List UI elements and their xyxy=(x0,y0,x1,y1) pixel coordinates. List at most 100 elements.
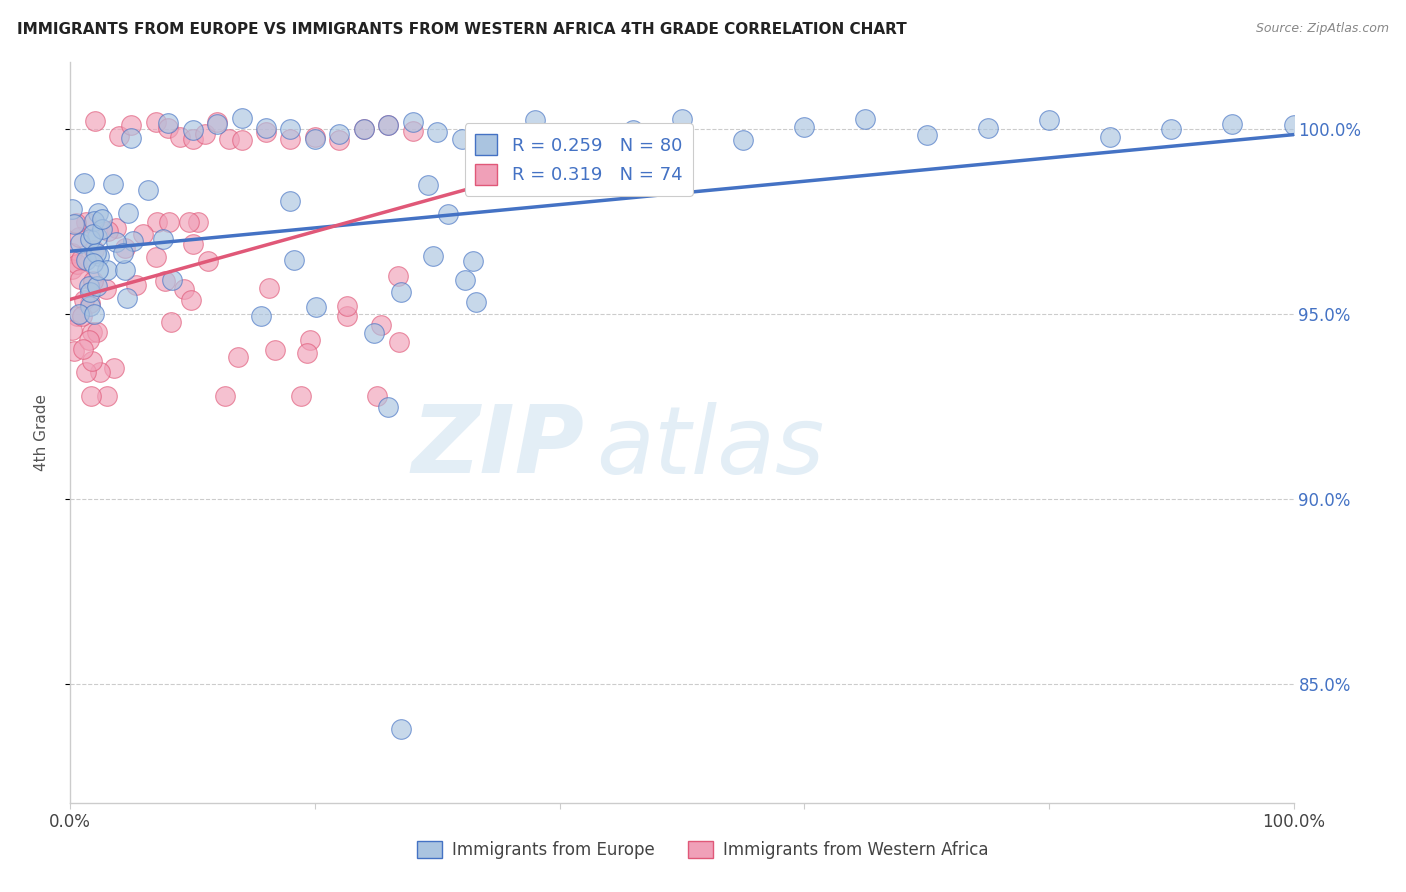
Point xyxy=(108,129,131,144)
Point xyxy=(1038,113,1060,128)
Point xyxy=(91,212,114,227)
Point xyxy=(278,194,301,208)
Point xyxy=(115,291,138,305)
Point xyxy=(114,263,136,277)
Point xyxy=(86,279,108,293)
Point xyxy=(254,125,277,139)
Point xyxy=(96,263,118,277)
Point xyxy=(75,252,97,267)
Point xyxy=(194,127,217,141)
Point xyxy=(205,115,228,129)
Point xyxy=(82,256,104,270)
Point xyxy=(86,230,108,244)
Point xyxy=(389,722,412,736)
Point xyxy=(69,252,91,266)
Point xyxy=(152,231,174,245)
Point xyxy=(733,133,755,147)
Point xyxy=(60,246,83,260)
Point xyxy=(187,214,209,228)
Point xyxy=(153,274,176,288)
Point xyxy=(121,119,143,133)
Point xyxy=(160,315,183,329)
Point xyxy=(103,360,125,375)
Point xyxy=(402,124,425,138)
Point xyxy=(146,214,169,228)
Point xyxy=(181,123,204,137)
Point xyxy=(105,220,128,235)
Point xyxy=(77,333,100,347)
Point xyxy=(328,127,350,141)
Point xyxy=(450,132,472,146)
Point xyxy=(181,132,204,146)
Legend: R = 0.259   N = 80, R = 0.319   N = 74: R = 0.259 N = 80, R = 0.319 N = 74 xyxy=(464,123,693,195)
Point xyxy=(87,206,110,220)
Point xyxy=(304,129,326,144)
Point xyxy=(353,122,375,136)
Text: atlas: atlas xyxy=(596,402,824,493)
Point xyxy=(79,285,101,300)
Point xyxy=(65,216,87,230)
Point xyxy=(121,131,143,145)
Point xyxy=(377,118,399,132)
Point xyxy=(205,117,228,131)
Point xyxy=(336,299,359,313)
Point xyxy=(124,278,146,293)
Point xyxy=(72,343,94,357)
Point xyxy=(454,272,477,286)
Point xyxy=(89,365,111,379)
Point xyxy=(366,388,388,402)
Point xyxy=(305,300,328,314)
Point xyxy=(328,133,350,147)
Point xyxy=(145,115,167,129)
Point xyxy=(63,343,86,358)
Point xyxy=(524,113,547,128)
Point xyxy=(136,182,159,196)
Point xyxy=(336,309,359,323)
Point xyxy=(77,279,100,293)
Point xyxy=(60,261,83,276)
Point xyxy=(103,177,125,191)
Point xyxy=(65,257,87,271)
Point xyxy=(75,214,97,228)
Point xyxy=(214,388,236,402)
Point xyxy=(461,253,484,268)
Point xyxy=(388,335,411,350)
Point xyxy=(131,227,153,242)
Point xyxy=(263,343,285,358)
Point xyxy=(793,120,815,134)
Point xyxy=(69,236,91,251)
Point xyxy=(112,245,135,260)
Point xyxy=(79,296,101,310)
Point xyxy=(60,202,83,216)
Point xyxy=(377,118,399,132)
Point xyxy=(180,293,202,307)
Point xyxy=(60,323,83,337)
Point xyxy=(226,351,249,365)
Point xyxy=(83,213,105,227)
Point xyxy=(83,243,105,257)
Point xyxy=(79,299,101,313)
Point xyxy=(67,229,90,244)
Point xyxy=(157,214,180,228)
Point xyxy=(69,272,91,286)
Point xyxy=(280,122,302,136)
Point xyxy=(63,218,86,232)
Point xyxy=(89,249,111,263)
Point xyxy=(169,129,191,144)
Point xyxy=(377,400,399,414)
Point xyxy=(91,222,114,236)
Point xyxy=(181,237,204,252)
Point xyxy=(290,388,312,402)
Point xyxy=(82,326,104,340)
Point xyxy=(254,121,277,136)
Point xyxy=(426,125,449,139)
Point xyxy=(299,333,322,347)
Point xyxy=(82,227,104,242)
Point xyxy=(84,245,107,260)
Point xyxy=(177,214,200,228)
Point xyxy=(1220,116,1243,130)
Point xyxy=(363,326,385,340)
Point xyxy=(157,116,180,130)
Point xyxy=(87,263,110,277)
Point xyxy=(97,224,120,238)
